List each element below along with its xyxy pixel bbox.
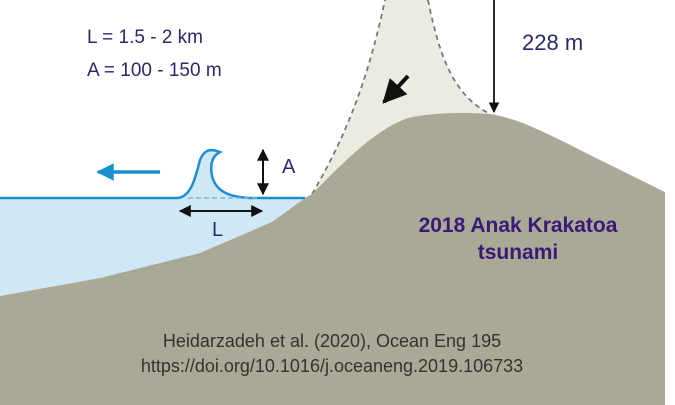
amplitude-label: A	[282, 156, 296, 178]
amplitude-parameter-text: A = 100 - 150 m	[87, 60, 222, 81]
sea-water	[0, 198, 305, 296]
citation-line1: Heidarzadeh et al. (2020), Ocean Eng 195	[163, 331, 501, 351]
water-surface-line	[0, 148, 305, 200]
length-label: L	[212, 219, 223, 241]
length-parameter-text: L = 1.5 - 2 km	[87, 27, 203, 48]
event-title-line2: tsunami	[478, 241, 559, 264]
height-label: 228 m	[522, 30, 583, 55]
island-landmass	[0, 113, 665, 405]
arrow-down-left-icon	[382, 74, 410, 104]
event-title-line1: 2018 Anak Krakatoa	[419, 214, 618, 237]
citation-line2: https://doi.org/10.1016/j.oceaneng.2019.…	[141, 356, 523, 376]
pre-collapse-outline	[311, 0, 491, 195]
